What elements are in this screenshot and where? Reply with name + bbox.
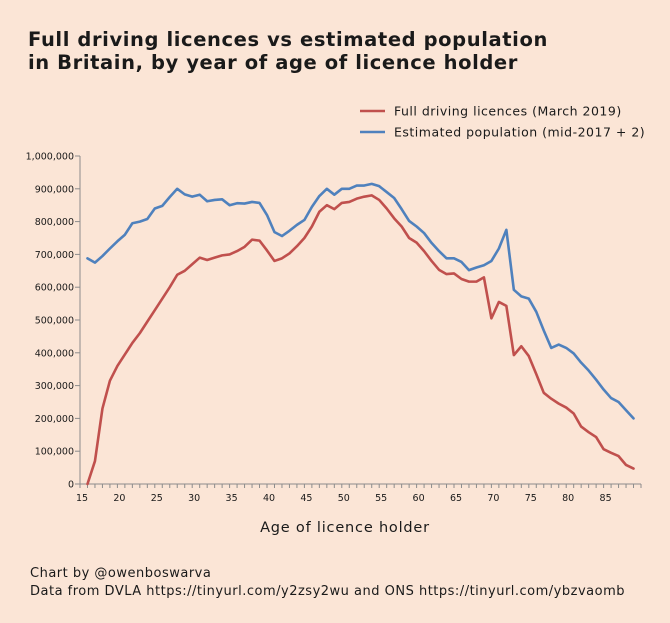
x-tick-label: 50 [338,493,350,504]
y-tick-label: 800,000 [35,217,74,228]
x-tick-label: 60 [413,493,425,504]
x-tick-label: 70 [487,493,499,504]
chart-footer: Chart by @owenboswarva Data from DVLA ht… [30,565,625,601]
x-tick-label: 80 [562,493,574,504]
x-tick-label: 25 [151,493,163,504]
series-line-population [86,182,635,420]
x-tick-label: 30 [188,493,200,504]
legend-label-population: Estimated population (mid-2017 + 2) [394,125,645,140]
x-tick-label: 75 [525,493,537,504]
x-tick-label: 40 [263,493,275,504]
chart-credit: Chart by @owenboswarva [30,566,212,581]
chart-axes: 0 100,000 200,000 300,000 400,000 500,000 600,… [26,152,642,504]
chart-legend: Full driving licences (March 2019) Estima… [360,104,645,140]
y-tick-label: 1,000,000 [26,152,74,163]
line-chart: 0 100,000 200,000 300,000 400,000 500,000 600,… [26,104,645,537]
y-tick-label: 0 [68,480,74,491]
chart-title-line-2: in Britain, by year of age of licence ho… [28,51,518,74]
chart-title-line-1: Full driving licences vs estimated popul… [28,28,548,51]
x-tick-label: 45 [300,493,312,504]
x-tick-label: 55 [375,493,387,504]
chart-series [86,182,635,486]
y-tick-label: 300,000 [35,381,74,392]
x-tick-label: 35 [226,493,238,504]
y-tick-label: 600,000 [35,283,74,294]
y-tick-label: 200,000 [35,414,74,425]
series-line-licences [86,194,635,486]
x-tick-label: 15 [76,493,88,504]
x-axis-label: Age of licence holder [260,520,430,536]
legend-label-licences: Full driving licences (March 2019) [394,104,622,119]
chart-title: Full driving licences vs estimated popul… [28,28,648,74]
y-tick-label: 500,000 [35,316,74,327]
y-tick-label: 900,000 [35,184,74,195]
data-source: Data from DVLA https://tinyurl.com/y2zsy… [30,584,625,599]
x-tick-label: 65 [450,493,462,504]
x-tick-label: 20 [113,493,125,504]
x-tick-label: 85 [600,493,612,504]
y-tick-label: 400,000 [35,348,74,359]
y-tick-label: 100,000 [35,447,74,458]
y-tick-label: 700,000 [35,250,74,261]
